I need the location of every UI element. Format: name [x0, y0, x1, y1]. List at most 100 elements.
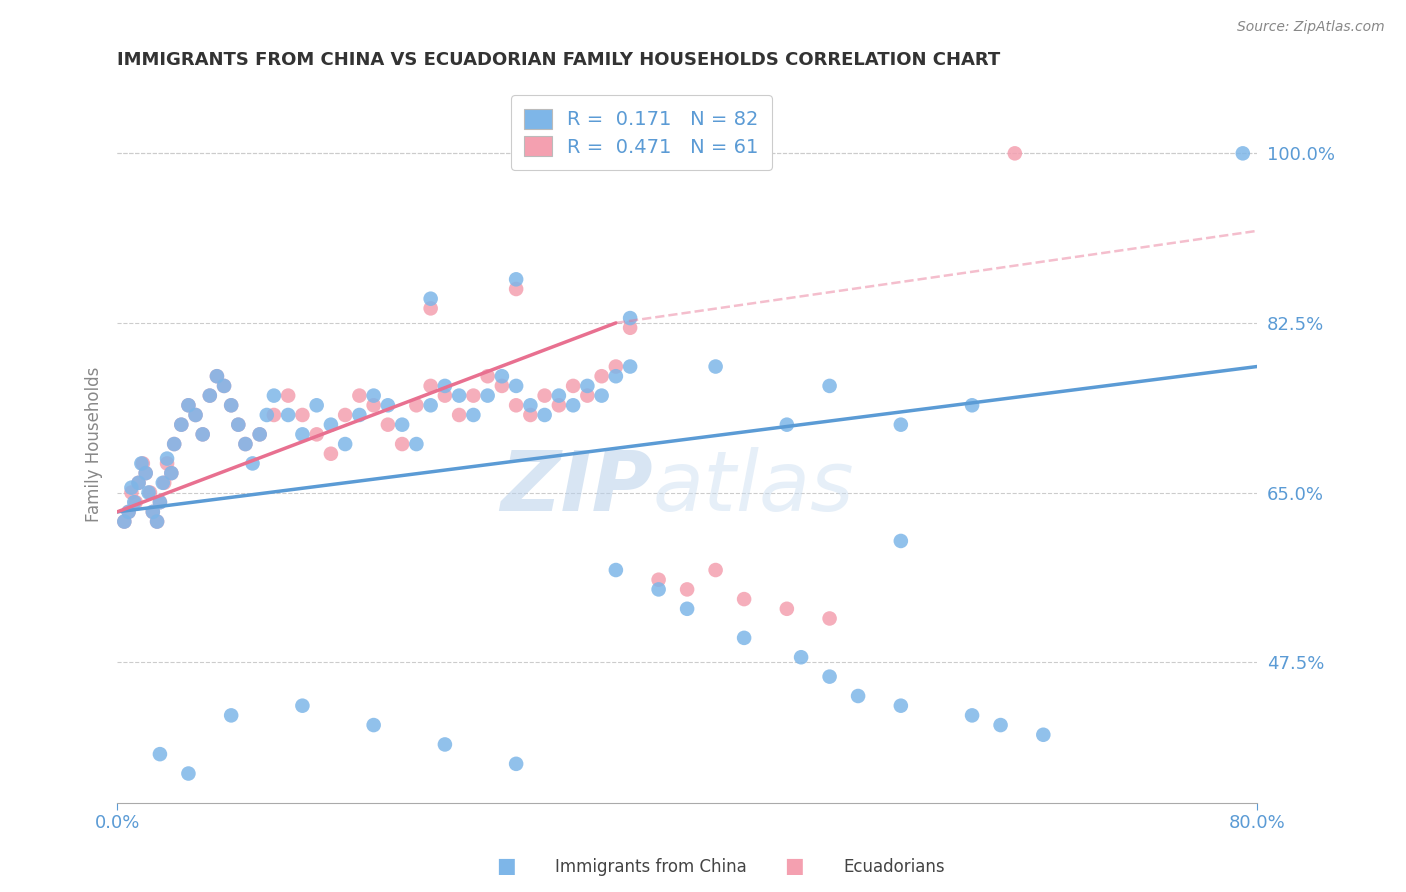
Point [198, 389, 221, 403]
Text: atlas: atlas [652, 447, 855, 527]
Point [319, 417, 342, 432]
Point [305, 427, 328, 442]
Point [363, 718, 385, 732]
Point [591, 369, 613, 384]
Point [149, 495, 172, 509]
Point [647, 582, 669, 597]
Point [846, 689, 869, 703]
Point [212, 379, 235, 393]
Point [291, 427, 314, 442]
Point [576, 389, 599, 403]
Text: Ecuadorians: Ecuadorians [844, 858, 945, 876]
Point [128, 475, 150, 490]
Point [112, 515, 135, 529]
Text: Source: ZipAtlas.com: Source: ZipAtlas.com [1237, 20, 1385, 34]
Point [547, 389, 569, 403]
Point [163, 437, 186, 451]
Point [205, 369, 228, 384]
Point [391, 417, 413, 432]
Point [605, 359, 627, 374]
Point [156, 451, 179, 466]
Point [405, 437, 427, 451]
Point [505, 398, 527, 412]
Point [120, 485, 142, 500]
Point [433, 738, 456, 752]
Point [704, 563, 727, 577]
Text: IMMIGRANTS FROM CHINA VS ECUADORIAN FAMILY HOUSEHOLDS CORRELATION CHART: IMMIGRANTS FROM CHINA VS ECUADORIAN FAMI… [117, 51, 1001, 69]
Point [505, 756, 527, 771]
Point [405, 398, 427, 412]
Point [377, 417, 399, 432]
Point [170, 417, 193, 432]
Point [377, 398, 399, 412]
Point [419, 398, 441, 412]
Point [156, 457, 179, 471]
Point [619, 311, 641, 326]
Point [163, 437, 186, 451]
Point [152, 475, 174, 490]
Point [249, 427, 271, 442]
Point [219, 708, 242, 723]
Point [277, 389, 299, 403]
Point [776, 417, 799, 432]
Point [305, 398, 328, 412]
Point [160, 466, 183, 480]
Point [131, 457, 153, 471]
Point [790, 650, 813, 665]
Point [191, 427, 214, 442]
Point [676, 582, 699, 597]
Point [676, 601, 699, 615]
Point [120, 481, 142, 495]
Point [477, 369, 499, 384]
Point [219, 398, 242, 412]
Point [177, 398, 200, 412]
Point [149, 495, 172, 509]
Point [135, 466, 157, 480]
Point [198, 389, 221, 403]
Point [1004, 146, 1026, 161]
Point [818, 670, 841, 684]
Point [333, 437, 356, 451]
Point [990, 718, 1012, 732]
Point [117, 505, 139, 519]
Text: ■: ■ [496, 856, 516, 876]
Point [153, 475, 176, 490]
Y-axis label: Family Households: Family Households [86, 367, 103, 522]
Point [647, 573, 669, 587]
Point [1032, 728, 1054, 742]
Text: Immigrants from China: Immigrants from China [555, 858, 747, 876]
Point [184, 408, 207, 422]
Point [505, 282, 527, 296]
Point [960, 708, 983, 723]
Point [128, 475, 150, 490]
Point [149, 747, 172, 761]
Point [132, 457, 155, 471]
Point [505, 272, 527, 286]
Text: ZIP: ZIP [501, 447, 652, 527]
Point [212, 379, 235, 393]
Point [433, 379, 456, 393]
Point [191, 427, 214, 442]
Point [177, 398, 200, 412]
Point [562, 379, 585, 393]
Point [291, 698, 314, 713]
Point [477, 389, 499, 403]
Point [776, 601, 799, 615]
Point [463, 389, 485, 403]
Point [704, 359, 727, 374]
Legend: R =  0.171   N = 82, R =  0.471   N = 61: R = 0.171 N = 82, R = 0.471 N = 61 [510, 95, 772, 170]
Point [249, 427, 271, 442]
Point [1232, 146, 1254, 161]
Point [505, 379, 527, 393]
Point [533, 389, 555, 403]
Point [142, 505, 165, 519]
Point [349, 389, 371, 403]
Point [242, 457, 264, 471]
Point [519, 408, 541, 422]
Point [138, 485, 160, 500]
Point [391, 437, 413, 451]
Point [135, 466, 157, 480]
Point [533, 408, 555, 422]
Point [112, 515, 135, 529]
Point [419, 379, 441, 393]
